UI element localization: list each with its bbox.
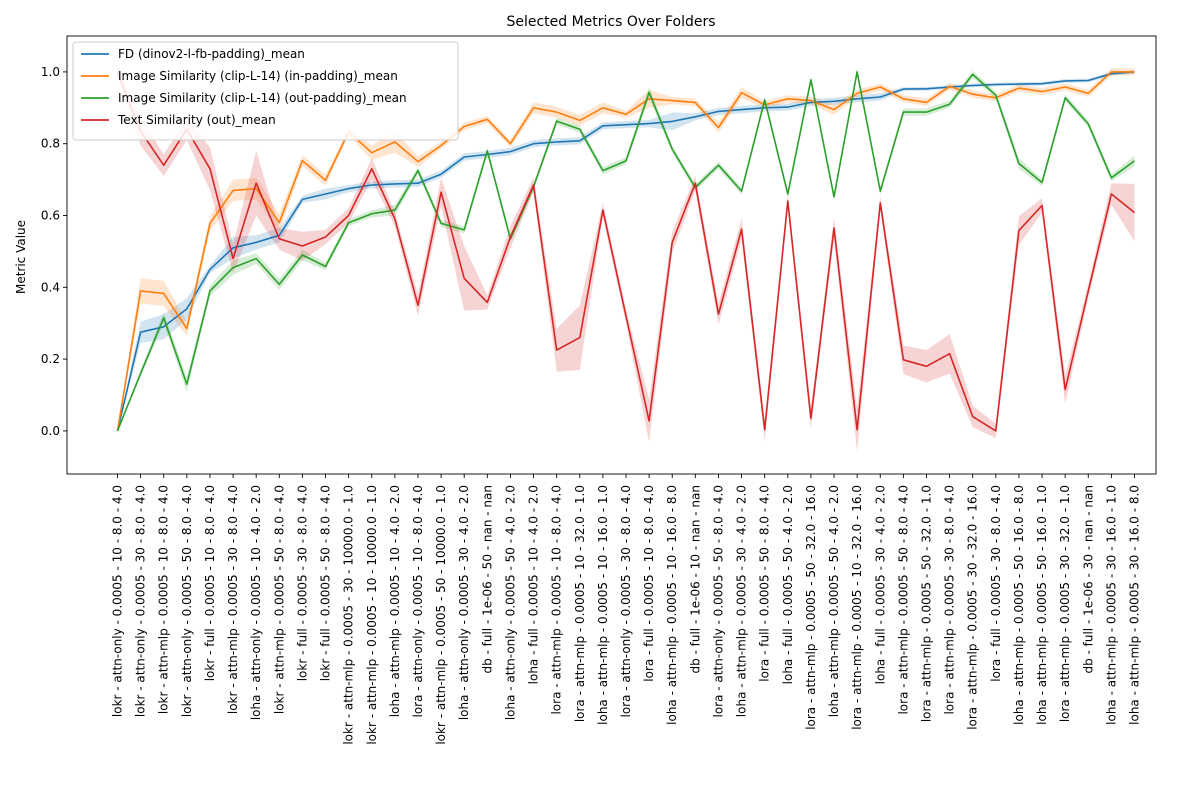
x-tick-label: lokr - attn-only - 0.0005 - 10 - 8.0 - 4… xyxy=(111,485,125,717)
x-tick-label: lokr - attn-only - 0.0005 - 50 - 8.0 - 4… xyxy=(180,485,194,717)
y-tick-label: 0.0 xyxy=(41,424,60,438)
x-tick-label: loha - attn-mlp - 0.0005 - 10 - 4.0 - 2.… xyxy=(388,485,402,717)
y-tick-label: 0.2 xyxy=(41,352,60,366)
x-tick-label: loha - attn-only - 0.0005 - 30 - 4.0 - 2… xyxy=(457,485,471,720)
x-tick-label: loha - attn-mlp - 0.0005 - 10 - 16.0 - 8… xyxy=(665,485,679,725)
legend-label-4: Text Similarity (out)_mean xyxy=(117,113,276,127)
x-tick-label: lora - attn-mlp - 0.0005 - 50 - 32.0 - 1… xyxy=(920,485,934,722)
x-tick-label: loha - attn-mlp - 0.0005 - 30 - 4.0 - 2.… xyxy=(735,485,749,717)
x-tick-label: lora - attn-mlp - 0.0005 - 30 - 32.0 - 1… xyxy=(1058,485,1072,722)
x-tick-label: lora - full - 0.0005 - 50 - 8.0 - 4.0 xyxy=(758,485,772,682)
x-tick-label: lora - attn-only - 0.0005 - 10 - 8.0 - 4… xyxy=(411,485,425,718)
x-tick-label: loha - attn-only - 0.0005 - 50 - 4.0 - 2… xyxy=(503,485,517,720)
x-tick-label: db - full - 1e-06 - 30 - nan - nan xyxy=(1081,485,1095,674)
y-axis-label: Metric Value xyxy=(14,220,28,294)
x-tick-label: lokr - attn-mlp - 0.0005 - 50 - 10000.0 … xyxy=(434,485,448,745)
legend: FD (dinov2-l-fb-padding)_mean Image Simil… xyxy=(72,41,459,141)
x-tick-label: loha - attn-mlp - 0.0005 - 50 - 16.0 - 1… xyxy=(1035,485,1049,725)
line-series-2 xyxy=(116,71,1135,432)
x-tick-label: loha - attn-mlp - 0.0005 - 30 - 16.0 - 1… xyxy=(1104,485,1118,725)
x-tick-label: loha - full - 0.0005 - 50 - 4.0 - 2.0 xyxy=(781,485,795,684)
x-tick-label: loha - attn-mlp - 0.0005 - 30 - 16.0 - 8… xyxy=(1128,485,1142,725)
band-series-4 xyxy=(117,64,1135,452)
x-tick-label: db - full - 1e-06 - 50 - nan - nan xyxy=(480,485,494,674)
x-tick-label: loha - full - 0.0005 - 10 - 4.0 - 2.0 xyxy=(527,485,541,684)
x-tick-label: lora - attn-mlp - 0.0005 - 30 - 8.0 - 4.… xyxy=(943,485,957,715)
x-tick-label: loha - attn-mlp - 0.0005 - 10 - 16.0 - 1… xyxy=(596,485,610,725)
x-tick-label: loha - attn-mlp - 0.0005 - 50 - 4.0 - 2.… xyxy=(827,485,841,717)
axes: 0.0 0.2 0.4 0.6 0.8 1.0 lokr - attn-only - 0.0… xyxy=(41,35,1157,745)
x-tick-label: lora - attn-mlp - 0.0005 - 30 - 32.0 - 1… xyxy=(966,485,980,730)
chart-title: Selected Metrics Over Folders xyxy=(506,14,715,30)
x-tick-label: lora - attn-only - 0.0005 - 30 - 8.0 - 4… xyxy=(619,485,633,718)
x-tick-label: lora - attn-mlp - 0.0005 - 10 - 32.0 - 1… xyxy=(573,485,587,722)
legend-label-1: FD (dinov2-l-fb-padding)_mean xyxy=(118,47,305,61)
x-tick-label: loha - attn-mlp - 0.0005 - 50 - 16.0 - 8… xyxy=(1012,485,1026,725)
x-tick-label: lokr - attn-mlp - 0.0005 - 50 - 8.0 - 4.… xyxy=(272,485,286,714)
x-tick-label: lokr - full - 0.0005 - 30 - 8.0 - 4.0 xyxy=(295,485,309,681)
x-tick-label: lokr - attn-mlp - 0.0005 - 30 - 8.0 - 4.… xyxy=(226,485,240,714)
x-tick-label: lokr - attn-mlp - 0.0005 - 10 - 8.0 - 4.… xyxy=(157,485,171,714)
x-tick-label: lora - attn-mlp - 0.0005 - 10 - 32.0 - 1… xyxy=(850,485,864,730)
x-tick-label: lora - attn-mlp - 0.0005 - 10 - 8.0 - 4.… xyxy=(550,485,564,715)
legend-label-3: Image Similarity (clip-L-14) (out-paddin… xyxy=(118,91,407,105)
series-lines xyxy=(116,71,1136,432)
y-tick-label: 1.0 xyxy=(41,65,60,79)
x-tick-label: lora - attn-mlp - 0.0005 - 50 - 32.0 - 1… xyxy=(804,485,818,730)
line-series-4 xyxy=(116,71,1136,432)
confidence-bands xyxy=(117,64,1135,452)
x-tick-label: lora - attn-only - 0.0005 - 50 - 8.0 - 4… xyxy=(712,485,726,718)
x-tick-label: lora - full - 0.0005 - 10 - 8.0 - 4.0 xyxy=(642,485,656,682)
line-series-3 xyxy=(116,71,1135,432)
x-tick-label: lokr - attn-only - 0.0005 - 30 - 8.0 - 4… xyxy=(134,485,148,717)
x-tick-label: db - full - 1e-06 - 10 - nan - nan xyxy=(688,485,702,674)
line-series-1 xyxy=(116,71,1135,432)
x-tick-label: lora - full - 0.0005 - 30 - 8.0 - 4.0 xyxy=(989,485,1003,682)
y-tick-label: 0.6 xyxy=(41,209,60,223)
y-tick-label: 0.4 xyxy=(41,280,60,294)
legend-label-2: Image Similarity (clip-L-14) (in-padding… xyxy=(118,69,398,83)
y-tick-label: 0.8 xyxy=(41,137,60,151)
x-tick-label: loha - full - 0.0005 - 30 - 4.0 - 2.0 xyxy=(873,485,887,684)
x-tick-label: lokr - full - 0.0005 - 10 - 8.0 - 4.0 xyxy=(203,485,217,681)
x-tick-label: lora - attn-mlp - 0.0005 - 50 - 8.0 - 4.… xyxy=(896,485,910,715)
x-tick-label: loha - attn-only - 0.0005 - 10 - 4.0 - 2… xyxy=(249,485,263,720)
legend-box xyxy=(72,41,459,141)
x-tick-label: lokr - attn-mlp - 0.0005 - 30 - 10000.0 … xyxy=(342,485,356,745)
x-tick-label: lokr - attn-mlp - 0.0005 - 10 - 10000.0 … xyxy=(365,485,379,745)
x-tick-label: lokr - full - 0.0005 - 50 - 8.0 - 4.0 xyxy=(319,485,333,681)
plot-frame xyxy=(66,35,1157,475)
band-series-2 xyxy=(117,68,1135,431)
